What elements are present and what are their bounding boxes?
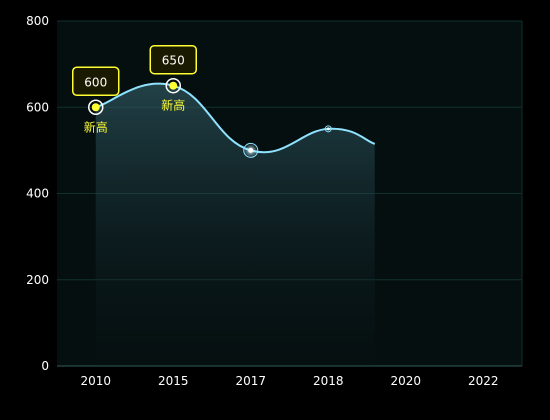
data-point-ring <box>165 77 181 94</box>
data-point <box>326 127 330 131</box>
annotation-value-label: 600 <box>84 75 107 89</box>
y-tick-label: 200 <box>26 273 49 287</box>
x-tick-label: 2018 <box>313 374 344 388</box>
x-axis-labels: 2010 2015 2017 2018 2020 2022 <box>80 374 498 388</box>
annotation-box <box>149 44 197 75</box>
annotation-box <box>72 66 120 96</box>
x-tick-label: 2022 <box>468 374 499 388</box>
y-axis-labels: 0 200 400 600 800 <box>26 14 49 373</box>
data-point <box>91 103 100 112</box>
annotations: 600 新高 650 新高 <box>72 44 197 134</box>
x-tick-label: 2020 <box>390 374 421 388</box>
x-tick-label: 2010 <box>80 374 111 388</box>
annotation-note-label: 新高 <box>161 98 185 113</box>
x-tick-label: 2017 <box>235 374 266 388</box>
data-points <box>88 77 332 158</box>
y-tick-label: 400 <box>26 187 49 201</box>
data-point <box>169 81 178 90</box>
annotation-note-label: 新高 <box>84 119 108 134</box>
y-tick-label: 800 <box>26 14 49 28</box>
data-point <box>248 147 254 153</box>
x-tick-label: 2015 <box>158 374 189 388</box>
data-point-ring <box>88 99 104 115</box>
y-tick-label: 0 <box>41 359 49 373</box>
data-point-ring <box>324 125 332 133</box>
annotation-value-label: 650 <box>162 54 185 68</box>
y-tick-label: 600 <box>26 100 49 114</box>
series-area <box>95 83 375 366</box>
